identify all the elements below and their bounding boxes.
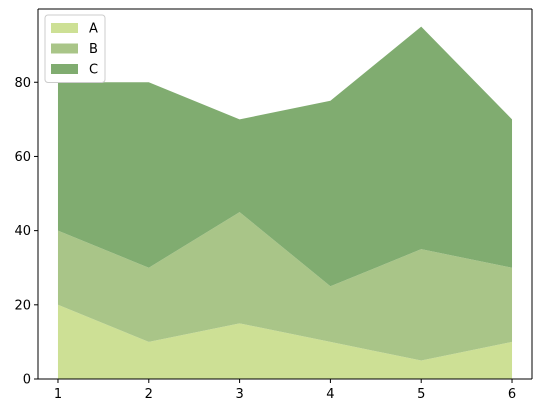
y-tick-label: 40	[14, 224, 31, 239]
legend-label-c: C	[89, 63, 98, 78]
y-tick-label: 80	[14, 76, 31, 91]
x-tick-label: 4	[326, 387, 334, 402]
x-tick-label: 5	[417, 387, 425, 402]
legend-label-a: A	[89, 22, 98, 37]
area-series-b	[57, 212, 513, 361]
y-tick-label: 0	[23, 373, 31, 388]
x-tick-label: 1	[54, 387, 62, 402]
legend-swatch-c	[51, 64, 78, 74]
legend-swatch-b	[51, 43, 78, 54]
area-series-c	[57, 26, 513, 287]
legend: ABC	[44, 14, 106, 83]
legend-label-b: B	[89, 42, 98, 57]
x-tick-label: 2	[145, 387, 153, 402]
area-series-a	[57, 304, 513, 379]
x-tick-label: 3	[235, 387, 243, 402]
y-tick-label: 20	[14, 298, 31, 313]
area-series-group	[57, 26, 513, 379]
x-tick-label: 6	[508, 387, 516, 402]
legend-swatch-a	[51, 23, 78, 33]
y-tick-label: 60	[14, 150, 31, 165]
